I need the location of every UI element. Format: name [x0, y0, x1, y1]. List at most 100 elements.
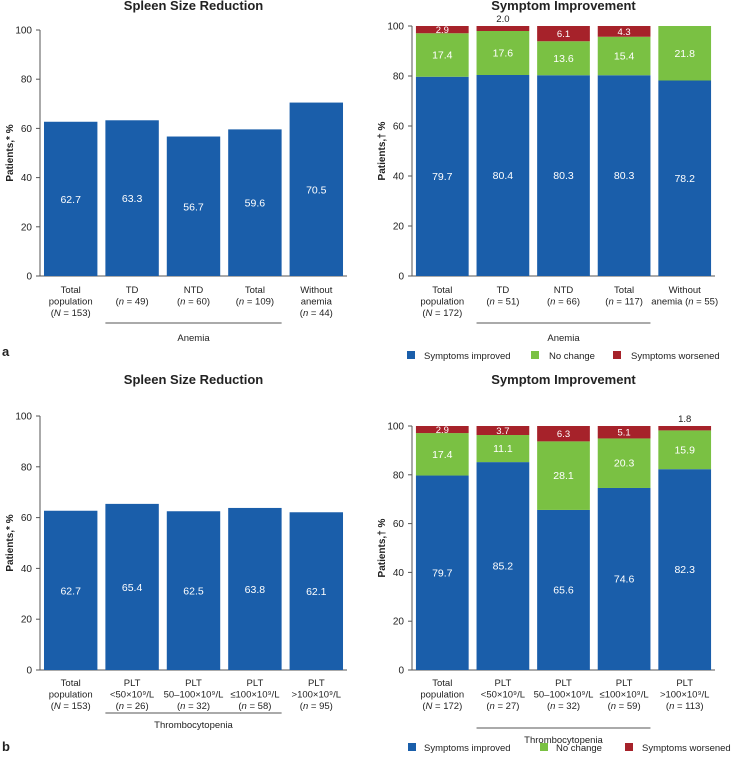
b-right-bar-segment-worsened: [415, 426, 469, 434]
a-left-bar: [289, 102, 344, 276]
a-left-title: Spleen Size Reduction: [124, 0, 263, 13]
b-right-segment-value-label: 79.7: [432, 567, 453, 579]
b-left-category-label: population: [49, 690, 93, 701]
b-right-bar-segment-worsened: [658, 426, 712, 431]
b-right-segment-value-label: 74.6: [614, 573, 635, 585]
b-right-ylabel: Patients,† %: [377, 518, 388, 577]
a-left-category-label: anemia: [301, 297, 333, 308]
b-right-bar-segment-worsened: [537, 426, 590, 442]
b-right-ytick-label: 0: [398, 666, 404, 677]
b-right-ytick-label: 60: [393, 519, 405, 530]
b-right-segment-value-label: 65.6: [553, 584, 574, 596]
a-left-category-label: Total: [61, 285, 81, 296]
a-right-ytick-label: 40: [393, 172, 405, 183]
b-left-bar: [228, 507, 282, 670]
a-right-segment-value-label: 13.6: [553, 53, 574, 65]
a-right-bar-segment-no-change: [476, 31, 530, 75]
a-right-category-label: (n = 117): [605, 297, 643, 308]
a-left-bar-value-label: 62.7: [60, 194, 81, 206]
chart-a-symptom-improvement: Symptom Improvement Patients,† % 0 20 40 60 80…: [377, 0, 718, 344]
b-right-category-label: (n = 113): [666, 701, 704, 712]
a-right-bar-segment-improved: [476, 75, 530, 276]
a-left-ytick-label: 60: [21, 124, 33, 135]
b-left-group-label: Thrombocytopenia: [154, 720, 233, 731]
b-right-bar-segment-improved: [658, 469, 712, 670]
chart-b-symptom-improvement: Symptom Improvement Patients,† % 0 20 40 60 80…: [377, 372, 715, 746]
b-left-bar-value-label: 62.1: [306, 586, 327, 598]
b-right-category-label: (N = 172): [422, 701, 462, 712]
legend-a-improved-label: Symptoms improved: [424, 351, 511, 362]
a-left-bar-value-label: 59.6: [245, 198, 266, 210]
b-right-bar-segment-no-change: [658, 430, 712, 470]
a-right-bar-segment-worsened: [597, 26, 651, 37]
a-right-bar-segment-improved: [415, 76, 469, 276]
b-right-segment-value-label: 15.9: [674, 444, 695, 456]
a-left-category-label: (n = 60): [177, 297, 210, 308]
a-right-category-label: NTD: [554, 285, 574, 296]
legend-b-no-change-swatch: [540, 743, 548, 751]
b-right-title: Symptom Improvement: [491, 372, 636, 387]
legend-b-improved-swatch: [408, 743, 416, 751]
a-left-category-label: (n = 109): [236, 297, 274, 308]
b-right-category-label: ≤100×10⁹/L: [600, 690, 649, 701]
a-left-bar: [105, 120, 159, 276]
a-right-bar-segment-no-change: [415, 33, 469, 77]
b-left-bar: [105, 503, 159, 670]
b-right-ytick-label: 80: [393, 470, 405, 481]
b-left-ytick-label: 20: [21, 615, 33, 626]
b-right-bar-segment-no-change: [597, 438, 651, 488]
b-right-segment-value-label: 85.2: [493, 561, 514, 573]
b-right-bar-segment-worsened: [476, 426, 530, 436]
b-left-ytick-label: 100: [15, 412, 32, 423]
a-left-category-label: (n = 44): [300, 308, 333, 319]
b-right-category-label: PLT: [676, 678, 693, 689]
b-right-ytick-label: 100: [387, 422, 404, 433]
a-right-ytick-label: 100: [387, 22, 404, 33]
a-right-category-label: (n = 66): [547, 297, 580, 308]
b-right-bar-segment-no-change: [415, 433, 469, 476]
b-left-ytick-label: 80: [21, 462, 33, 473]
b-left-bar-value-label: 62.5: [183, 586, 204, 598]
b-right-category-label: PLT: [616, 678, 633, 689]
b-right-bar-segment-improved: [537, 509, 590, 670]
b-left-category-label: PLT: [247, 678, 264, 689]
b-right-bar-segment-improved: [476, 462, 530, 670]
legend-a-improved-swatch: [407, 351, 415, 359]
panel-label-a: a: [2, 344, 10, 359]
b-left-category-label: Total: [61, 678, 81, 689]
a-right-category-label: Total: [614, 285, 634, 296]
a-right-segment-value-label: 2.9: [436, 25, 449, 36]
a-right-segment-value-label: 80.3: [553, 170, 574, 182]
b-right-category-label: >100×10⁹/L: [660, 690, 710, 701]
b-right-segment-value-label: 11.1: [493, 443, 513, 455]
a-right-ytick-label: 20: [393, 222, 405, 233]
a-left-category-label: (N = 153): [51, 308, 91, 319]
a-left-ytick-label: 40: [21, 173, 33, 184]
a-left-ytick-label: 20: [21, 222, 33, 233]
b-right-segment-value-label: 82.3: [674, 564, 695, 576]
b-right-category-label: (n = 59): [608, 701, 641, 712]
b-right-segment-value-label: 5.1: [617, 428, 630, 439]
a-right-category-label: (n = 51): [486, 297, 519, 308]
b-right-category-label: PLT: [555, 678, 572, 689]
a-left-category-label: population: [49, 297, 93, 308]
b-right-bar-segment-improved: [597, 487, 651, 670]
a-right-segment-value-label: 79.7: [432, 171, 453, 183]
b-left-category-label: (N = 153): [51, 701, 91, 712]
a-left-bar-value-label: 70.5: [306, 184, 327, 196]
a-left-category-label: Without: [300, 285, 333, 296]
a-left-bar: [228, 129, 282, 276]
b-right-bar-segment-no-change: [476, 435, 530, 463]
a-right-bar-segment-improved: [658, 80, 712, 276]
a-left-bar-value-label: 56.7: [183, 201, 204, 213]
b-left-category-label: (n = 95): [300, 701, 333, 712]
b-left-title: Spleen Size Reduction: [124, 372, 263, 387]
legend-b: Symptoms improved No change Symptoms wor…: [408, 743, 731, 754]
b-left-category-label: (n = 26): [116, 701, 149, 712]
b-left-bar-value-label: 62.7: [60, 585, 81, 597]
a-left-ytick-label: 100: [15, 26, 32, 37]
a-right-ylabel: Patients,† %: [377, 121, 388, 180]
b-left-bar: [289, 512, 344, 670]
legend-a-no-change-swatch: [531, 351, 539, 359]
b-right-segment-value-label: 1.8: [678, 414, 691, 425]
